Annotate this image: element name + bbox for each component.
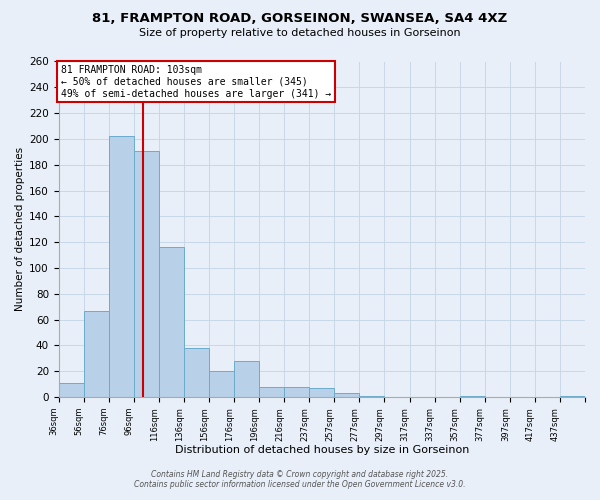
Bar	[159, 248, 184, 397]
Bar	[134, 150, 159, 397]
Text: Size of property relative to detached houses in Gorseinon: Size of property relative to detached ho…	[139, 28, 461, 38]
Bar	[334, 393, 359, 397]
Bar	[234, 361, 259, 397]
Bar	[359, 396, 385, 397]
Text: 81, FRAMPTON ROAD, GORSEINON, SWANSEA, SA4 4XZ: 81, FRAMPTON ROAD, GORSEINON, SWANSEA, S…	[92, 12, 508, 26]
Y-axis label: Number of detached properties: Number of detached properties	[15, 147, 25, 312]
Bar	[184, 348, 209, 397]
Bar	[309, 388, 334, 397]
Bar	[284, 387, 309, 397]
Bar	[259, 387, 284, 397]
X-axis label: Distribution of detached houses by size in Gorseinon: Distribution of detached houses by size …	[175, 445, 469, 455]
Bar	[84, 310, 109, 397]
Bar	[209, 372, 234, 397]
Bar	[109, 136, 134, 397]
Bar	[59, 383, 84, 397]
Text: Contains HM Land Registry data © Crown copyright and database right 2025.
Contai: Contains HM Land Registry data © Crown c…	[134, 470, 466, 489]
Text: 81 FRAMPTON ROAD: 103sqm
← 50% of detached houses are smaller (345)
49% of semi-: 81 FRAMPTON ROAD: 103sqm ← 50% of detach…	[61, 66, 331, 98]
Bar	[460, 396, 485, 397]
Bar	[560, 396, 585, 397]
